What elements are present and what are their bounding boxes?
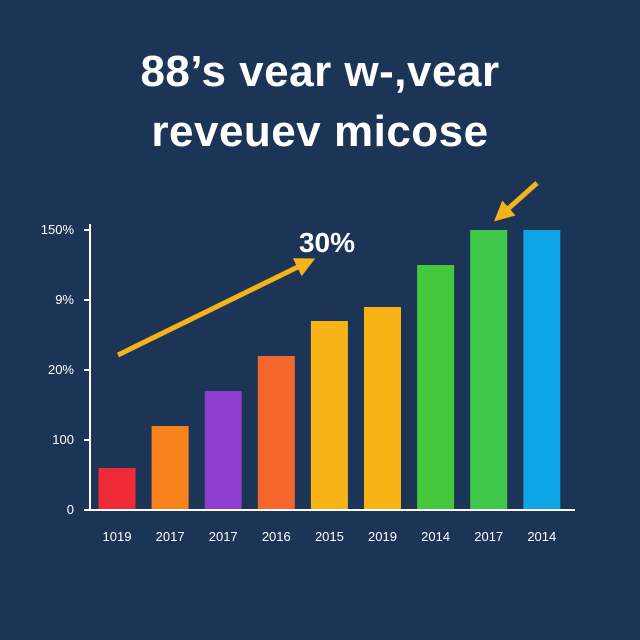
peak-arrow bbox=[494, 181, 539, 222]
x-tick-label: 2014 bbox=[527, 529, 556, 544]
annotation-label: 30% bbox=[299, 227, 355, 258]
y-tick-label: 100 bbox=[52, 432, 74, 447]
y-tick-label: 9% bbox=[55, 292, 74, 307]
bar-9 bbox=[523, 230, 561, 510]
annotations: 30% bbox=[116, 181, 539, 358]
bar-5 bbox=[310, 321, 348, 510]
y-tick-label: 0 bbox=[67, 502, 74, 517]
bar-1 bbox=[98, 468, 136, 510]
bar-4 bbox=[257, 356, 295, 510]
x-tick-label: 2016 bbox=[262, 529, 291, 544]
x-tick-label: 2017 bbox=[156, 529, 185, 544]
y-axis-ticks: 0 100 20% 9% 150% bbox=[41, 222, 90, 517]
chart-title-line-2: reveuev micose bbox=[151, 107, 489, 156]
x-tick-label: 2015 bbox=[315, 529, 344, 544]
y-tick-label: 20% bbox=[48, 362, 74, 377]
trend-arrow bbox=[116, 258, 316, 358]
bar-8 bbox=[470, 230, 508, 510]
x-tick-label: 2017 bbox=[209, 529, 238, 544]
bar-3 bbox=[204, 391, 242, 510]
y-tick-label: 150% bbox=[41, 222, 75, 237]
bar-6 bbox=[364, 307, 401, 510]
bar-7 bbox=[417, 265, 455, 510]
x-tick-label: 1019 bbox=[103, 529, 132, 544]
x-axis-ticks: 1019 2017 2017 2016 2015 2019 2014 2017 2014 bbox=[103, 529, 557, 544]
x-tick-label: 2014 bbox=[421, 529, 450, 544]
x-tick-label: 2019 bbox=[368, 529, 397, 544]
bar-2 bbox=[151, 426, 189, 510]
x-tick-label: 2017 bbox=[474, 529, 503, 544]
chart-title-line-1: 88’s vear w-,vear bbox=[140, 47, 500, 96]
bars bbox=[98, 230, 561, 510]
